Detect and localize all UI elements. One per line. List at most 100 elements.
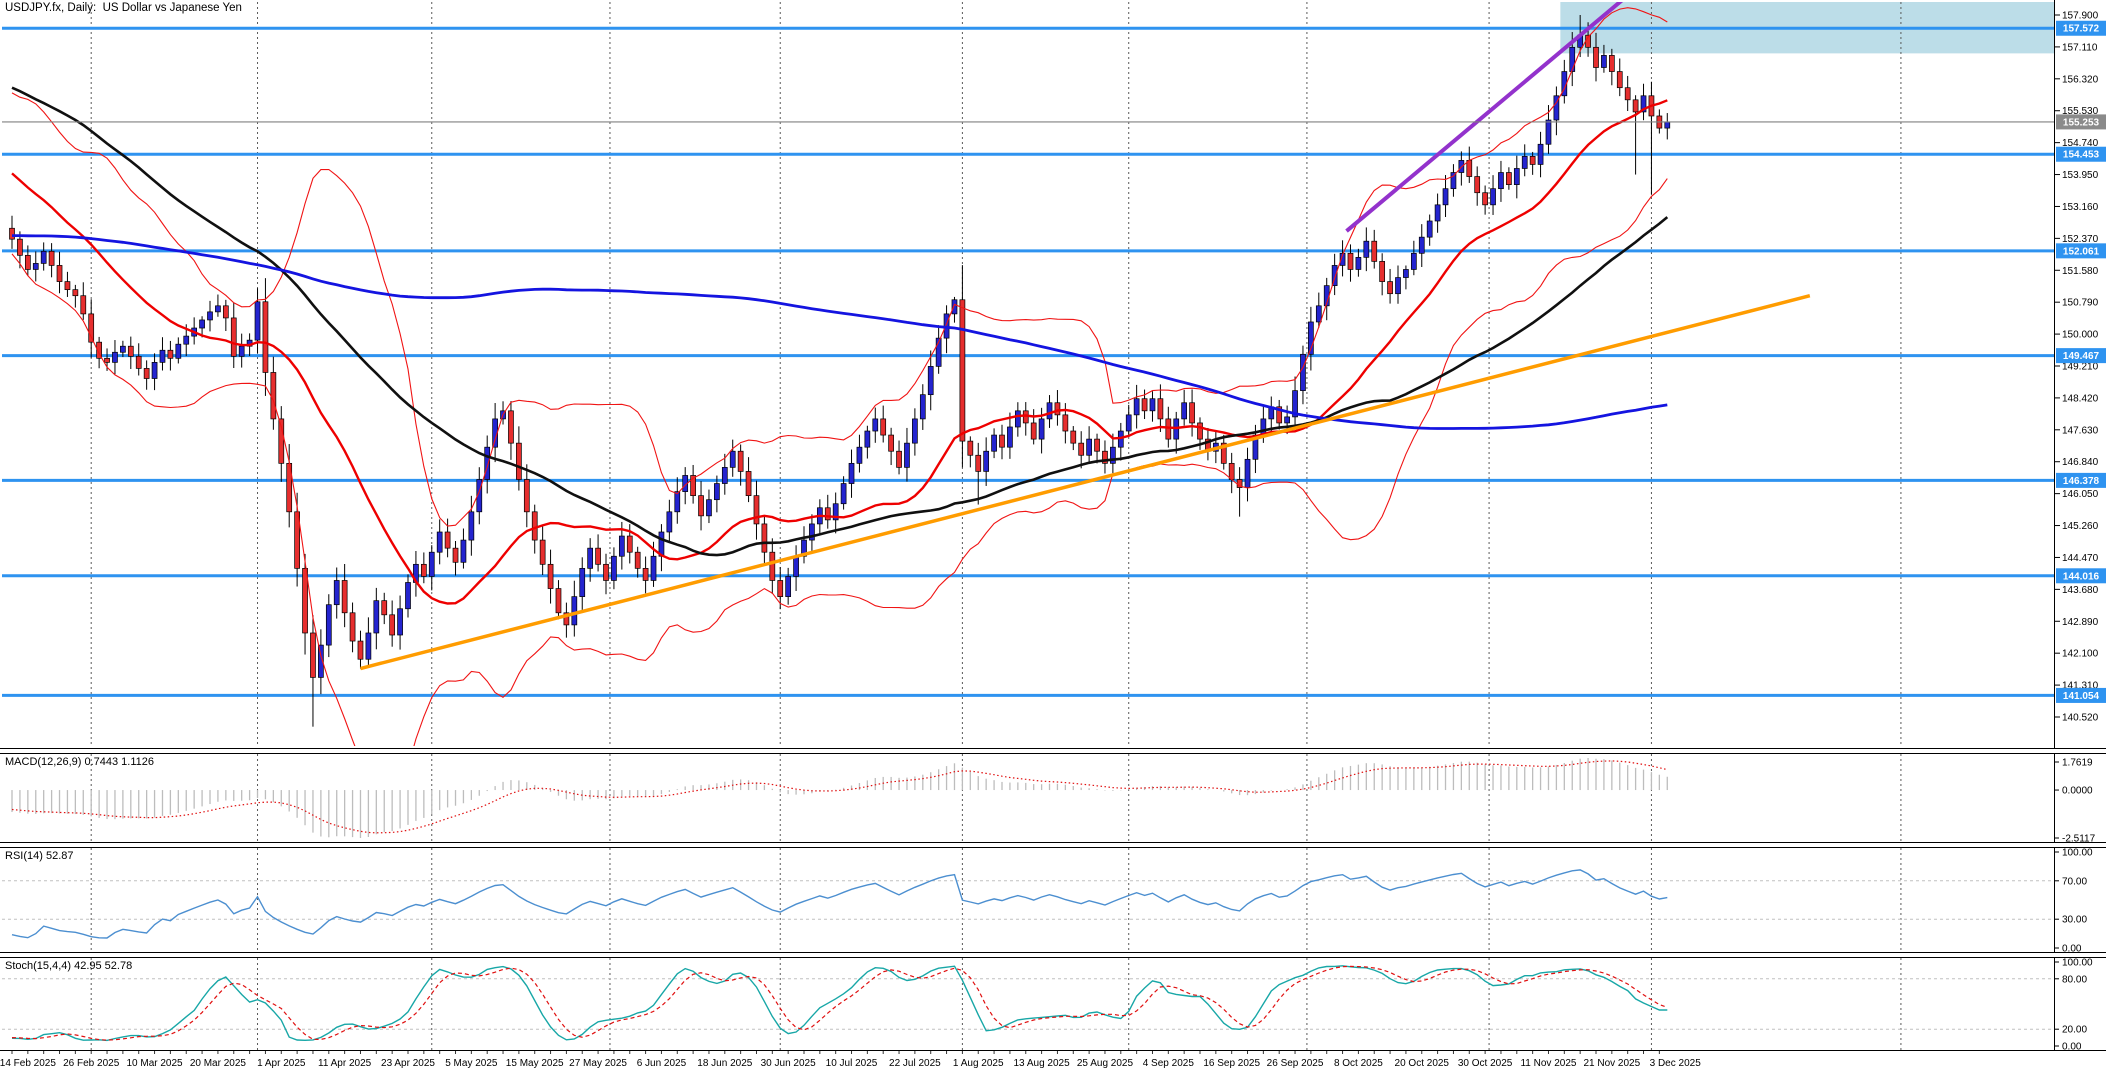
rsi-line <box>11 869 1668 939</box>
candle-bullish <box>1007 426 1013 448</box>
candle-bullish <box>1149 398 1156 412</box>
candle-bullish <box>864 430 871 448</box>
candle-bullish <box>1046 402 1053 420</box>
price-tick-label: 142.890 <box>2062 617 2099 628</box>
rsi-panel[interactable]: 100.00 70.00 30.00 0.00 RSI(14) 52.87 <box>0 848 2106 952</box>
candle-bearish <box>1165 418 1172 440</box>
candle-bearish <box>516 442 522 480</box>
price-tick-label: 151.580 <box>2062 266 2099 277</box>
candle-bearish <box>1197 422 1203 440</box>
candle-bearish <box>143 368 150 379</box>
axis-tick-label: 0.00 <box>2062 944 2082 953</box>
time-axis-label: 20 Mar 2025 <box>190 1058 247 1069</box>
candle-bearish <box>690 475 696 497</box>
candle-bullish <box>1569 46 1576 72</box>
candle-bullish <box>468 511 475 541</box>
stoch-k-line <box>11 965 1668 1042</box>
price-tick-label: 144.470 <box>2062 553 2099 564</box>
time-axis[interactable]: 14 Feb 2025 26 Feb 2025 10 Mar 2025 20 Mar … <box>0 1051 2106 1073</box>
candle-bullish <box>207 311 213 321</box>
candle-bullish <box>365 632 372 660</box>
price-tick-label: 146.050 <box>2062 489 2099 500</box>
time-axis-label: 15 May 2025 <box>506 1058 564 1069</box>
candle-bearish <box>999 434 1005 448</box>
candle-bearish <box>1141 398 1148 412</box>
candle-bearish <box>1157 398 1164 420</box>
current-price-badge-text: 155.253 <box>2063 117 2100 128</box>
candle-bullish <box>1601 55 1607 68</box>
price-tick-label: 150.790 <box>2062 298 2099 309</box>
candle-bearish <box>167 349 174 359</box>
panel-separator[interactable] <box>0 952 2106 958</box>
stoch-d-line <box>11 965 1668 1041</box>
candle-bullish <box>1664 121 1671 129</box>
candle-bullish <box>579 568 586 597</box>
candle-bearish <box>56 265 63 282</box>
macd-panel[interactable]: 1.7619 0.0000 -2.5117 MACD(12,26,9) 0.7443… <box>0 754 2106 842</box>
price-tick-label: 156.320 <box>2062 74 2099 85</box>
candle-bullish <box>793 555 799 577</box>
candle-bullish <box>373 600 380 634</box>
candle-bullish <box>809 523 815 541</box>
axis-tick-label: 30.00 <box>2062 915 2087 926</box>
candle-bullish <box>1284 416 1290 424</box>
candle-bullish <box>904 442 910 468</box>
candle-bearish <box>634 551 641 569</box>
candle-bullish <box>436 531 443 553</box>
candle-bearish <box>626 535 633 553</box>
purple-uptrend-line[interactable] <box>1345 0 1624 233</box>
candle-bullish <box>1513 168 1520 185</box>
candle-bearish <box>1054 402 1061 416</box>
time-axis-label: 1 Aug 2025 <box>953 1058 1004 1069</box>
candle-bullish <box>1133 398 1140 416</box>
candle-bullish <box>1442 188 1449 206</box>
candle-bearish <box>539 539 546 565</box>
time-axis-label: 22 Jul 2025 <box>889 1058 941 1069</box>
candle-bearish <box>547 563 554 589</box>
candle-bullish <box>706 499 712 517</box>
candle-bearish <box>761 523 768 553</box>
candle-bearish <box>531 511 538 541</box>
candle-bullish <box>611 555 617 581</box>
panel-separator[interactable] <box>0 842 2106 848</box>
stoch-panel[interactable]: 100.00 80.00 20.00 0.00 Stoch(15,4,4) 42.95… <box>0 958 2106 1050</box>
orange-uptrend-line[interactable] <box>360 294 1811 671</box>
candle-bearish <box>341 580 348 614</box>
candle-bullish <box>832 503 839 521</box>
candle-bearish <box>777 580 784 597</box>
candle-bullish <box>1292 390 1298 418</box>
candle-bearish <box>753 495 760 525</box>
candle-bearish <box>381 600 388 616</box>
candle-bullish <box>1363 240 1370 258</box>
candle-bearish <box>1078 442 1085 456</box>
price-tick-label: 157.110 <box>2062 42 2098 53</box>
candle-bearish <box>1347 252 1354 270</box>
price-tick-label: 152.370 <box>2062 234 2099 245</box>
candle-bearish <box>88 313 95 343</box>
candle-bearish <box>1616 71 1623 89</box>
candle-bearish <box>1593 46 1599 68</box>
candle-bullish <box>1498 172 1504 190</box>
stoch-label: Stoch(15,4,4) 42.95 52.78 <box>5 960 133 972</box>
price-tick-label: 143.680 <box>2062 585 2099 596</box>
candle-bearish <box>555 588 562 614</box>
candle-bearish <box>302 568 308 634</box>
candle-bullish <box>856 446 863 464</box>
candle-bullish <box>729 450 736 468</box>
candle-bearish <box>1506 172 1512 185</box>
candle-bearish <box>1189 402 1195 424</box>
candle-bearish <box>262 301 269 373</box>
candle-bullish <box>318 644 324 678</box>
main-price-panel[interactable]: 157.900 157.110 156.320 155.530 154.740 153.9… <box>0 0 2106 748</box>
price-level-badge <box>2056 146 2106 162</box>
panel-separator[interactable] <box>0 748 2106 754</box>
candle-bearish <box>96 341 102 359</box>
candle-bullish <box>848 462 855 484</box>
time-axis-label: 11 Nov 2025 <box>1520 1058 1576 1069</box>
candle-bullish <box>199 319 205 329</box>
candle-bearish <box>9 227 15 240</box>
candle-bullish <box>215 305 221 313</box>
time-axis-label: 11 Apr 2025 <box>318 1058 372 1069</box>
price-tick-label: 155.530 <box>2062 106 2099 117</box>
candle-bearish <box>294 511 300 569</box>
